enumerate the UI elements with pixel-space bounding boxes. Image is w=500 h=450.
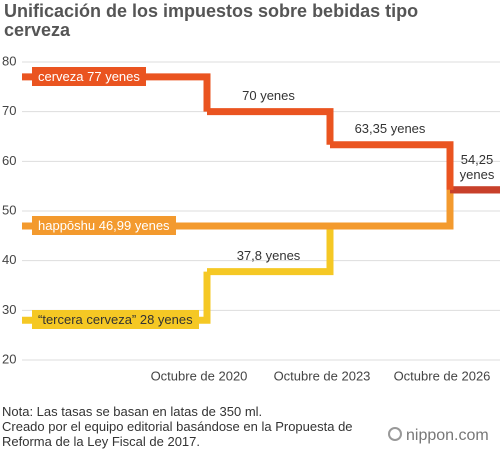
value-label: 37,8 yenes — [236, 247, 301, 263]
y-tick-label: 70 — [2, 103, 16, 118]
note: Creado por el equipo editorial basándose… — [2, 419, 353, 449]
y-tick-label: 80 — [2, 53, 16, 68]
chart-title: Unificación de los impuestos sobre bebid… — [4, 1, 419, 40]
value-label: 70 yenes — [242, 87, 295, 103]
value-label: 63,35 yenes — [354, 120, 426, 136]
x-tick-label: Octubre de 2020 — [151, 368, 248, 383]
y-tick-label: 50 — [2, 202, 16, 217]
y-tick-label: 20 — [2, 351, 16, 366]
logo-icon — [388, 427, 402, 441]
x-tick-label: Octubre de 2026 — [394, 368, 491, 383]
y-tick-label: 60 — [2, 153, 16, 168]
series-label: happōshu 46,99 yenes — [32, 215, 176, 235]
y-tick-label: 30 — [2, 302, 16, 317]
series-label: “tercera cerveza” 28 yenes — [32, 310, 199, 330]
notes: Nota: Las tasas se basan en latas de 350… — [2, 404, 372, 449]
value-label: 54,25 yenes — [459, 151, 495, 182]
x-tick-label: Octubre de 2023 — [274, 368, 371, 383]
note: Nota: Las tasas se basan en latas de 350… — [2, 404, 263, 419]
y-tick-label: 40 — [2, 252, 16, 267]
logo-text: nippon.com — [406, 427, 489, 444]
logo: nippon.com — [388, 427, 489, 445]
series-label: cerveza 77 yenes — [32, 66, 146, 86]
